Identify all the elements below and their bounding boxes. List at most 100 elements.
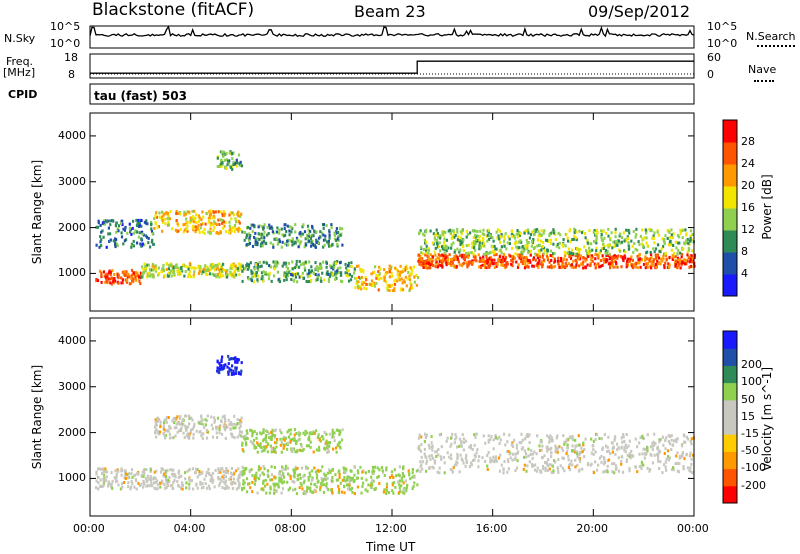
power-cell xyxy=(679,258,682,262)
power-cell xyxy=(246,243,249,247)
velocity-cell xyxy=(567,466,570,469)
power-cell xyxy=(109,281,112,285)
velocity-cell xyxy=(102,482,106,486)
power-cell xyxy=(197,219,200,223)
power-cell xyxy=(275,237,278,241)
power-cell xyxy=(538,255,541,259)
velocity-cell xyxy=(308,471,311,475)
velocity-cell xyxy=(216,369,219,373)
velocity-cell xyxy=(419,470,422,473)
power-cell xyxy=(670,248,673,252)
power-cell xyxy=(530,230,534,234)
power-cell xyxy=(375,276,378,280)
velocity-cell xyxy=(337,444,340,448)
power-cell xyxy=(646,262,649,265)
velocity-cell xyxy=(242,482,245,486)
power-cell xyxy=(199,226,202,230)
velocity-cell xyxy=(245,490,249,494)
velocity-cell xyxy=(581,450,584,453)
power-cell xyxy=(363,286,366,290)
power-cell xyxy=(121,281,124,285)
velocity-cell xyxy=(356,469,359,473)
power-cell xyxy=(174,265,177,269)
power-cell xyxy=(456,230,459,234)
power-cell xyxy=(230,151,234,155)
power-cell xyxy=(436,231,439,235)
velocity-cell xyxy=(287,472,290,476)
power-cell xyxy=(176,269,179,273)
velocity-cell xyxy=(494,455,498,459)
velocity-cell xyxy=(481,456,484,460)
power-cell xyxy=(233,161,237,165)
velocity-cell xyxy=(357,471,360,475)
velocity-cell xyxy=(209,479,212,483)
velocity-cell xyxy=(493,459,496,463)
velocity-cell xyxy=(235,366,238,370)
velocity-cell xyxy=(327,450,330,454)
power-cell xyxy=(521,245,524,249)
velocity-cell xyxy=(315,476,319,480)
power-ytick-label: 4000 xyxy=(58,128,86,142)
velocity-cell xyxy=(282,437,285,441)
velocity-cell xyxy=(191,427,194,431)
velocity-colorbar-segment xyxy=(723,468,737,487)
velocity-cell xyxy=(477,459,480,463)
power-cell xyxy=(175,219,178,222)
power-cell xyxy=(325,224,328,228)
velocity-cell xyxy=(549,434,552,438)
power-cell xyxy=(172,266,175,270)
velocity-cell xyxy=(596,468,599,472)
power-cell xyxy=(478,259,481,263)
power-cell xyxy=(473,244,476,248)
power-cell xyxy=(491,250,494,254)
power-cell xyxy=(537,238,540,242)
power-cell xyxy=(281,233,284,237)
velocity-cell xyxy=(200,420,203,424)
power-cell xyxy=(170,263,173,267)
velocity-cell xyxy=(257,465,261,469)
power-cell xyxy=(132,219,135,223)
velocity-cell xyxy=(344,479,347,483)
power-cell xyxy=(136,271,139,275)
power-cell xyxy=(445,261,448,265)
power-cell xyxy=(418,231,421,235)
velocity-cell xyxy=(302,447,305,451)
velocity-cell xyxy=(545,446,548,450)
power-cell xyxy=(301,232,304,236)
power-cell xyxy=(139,282,142,286)
power-cell xyxy=(317,266,320,270)
power-cell xyxy=(393,282,397,286)
power-cell xyxy=(578,229,581,233)
velocity-cell xyxy=(527,454,530,458)
velocity-cell xyxy=(262,488,265,492)
velocity-cell xyxy=(562,434,565,438)
power-cell xyxy=(447,229,450,233)
velocity-cell xyxy=(556,434,559,438)
velocity-cell xyxy=(316,480,319,484)
velocity-cell xyxy=(159,485,162,489)
velocity-cell xyxy=(186,425,190,429)
velocity-cell xyxy=(267,474,270,478)
power-cell xyxy=(246,267,249,271)
velocity-cell xyxy=(123,470,127,474)
power-cell xyxy=(595,241,598,245)
velocity-cell xyxy=(546,464,549,468)
power-cell xyxy=(427,266,430,270)
power-cell xyxy=(286,224,289,228)
power-cell xyxy=(99,240,102,244)
velocity-cell xyxy=(558,445,561,449)
velocity-cell xyxy=(188,436,191,440)
power-cell xyxy=(151,275,154,279)
power-cell xyxy=(441,247,444,251)
power-cell xyxy=(420,263,423,267)
power-cell xyxy=(552,242,555,246)
power-cell xyxy=(285,275,288,278)
velocity-cell xyxy=(213,419,216,422)
velocity-cell xyxy=(613,438,616,442)
power-cell xyxy=(261,244,264,248)
power-cell xyxy=(457,235,460,239)
power-cell xyxy=(299,240,303,244)
velocity-cell xyxy=(329,470,332,474)
power-cell xyxy=(479,245,482,249)
power-cell xyxy=(179,271,182,275)
